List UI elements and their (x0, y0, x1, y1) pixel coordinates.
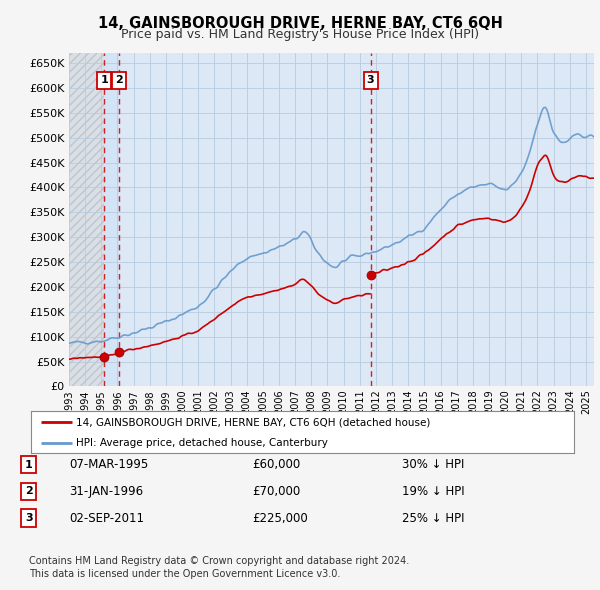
Text: 14, GAINSBOROUGH DRIVE, HERNE BAY, CT6 6QH: 14, GAINSBOROUGH DRIVE, HERNE BAY, CT6 6… (98, 16, 502, 31)
Text: 30% ↓ HPI: 30% ↓ HPI (402, 458, 464, 471)
Text: Price paid vs. HM Land Registry's House Price Index (HPI): Price paid vs. HM Land Registry's House … (121, 28, 479, 41)
Text: 3: 3 (367, 76, 374, 86)
Text: 07-MAR-1995: 07-MAR-1995 (69, 458, 148, 471)
Text: HPI: Average price, detached house, Canterbury: HPI: Average price, detached house, Cant… (76, 438, 328, 447)
Text: 3: 3 (25, 513, 32, 523)
Text: 14, GAINSBOROUGH DRIVE, HERNE BAY, CT6 6QH (detached house): 14, GAINSBOROUGH DRIVE, HERNE BAY, CT6 6… (76, 417, 430, 427)
Text: £60,000: £60,000 (252, 458, 300, 471)
Text: Contains HM Land Registry data © Crown copyright and database right 2024.: Contains HM Land Registry data © Crown c… (29, 556, 409, 566)
Text: 1: 1 (25, 460, 32, 470)
Text: 1: 1 (100, 76, 108, 86)
Text: 31-JAN-1996: 31-JAN-1996 (69, 485, 143, 498)
Text: 2: 2 (115, 76, 122, 86)
Text: 02-SEP-2011: 02-SEP-2011 (69, 512, 144, 525)
Text: 19% ↓ HPI: 19% ↓ HPI (402, 485, 464, 498)
Text: £70,000: £70,000 (252, 485, 300, 498)
Text: £225,000: £225,000 (252, 512, 308, 525)
Text: 25% ↓ HPI: 25% ↓ HPI (402, 512, 464, 525)
Text: This data is licensed under the Open Government Licence v3.0.: This data is licensed under the Open Gov… (29, 569, 340, 579)
Text: 2: 2 (25, 487, 32, 496)
